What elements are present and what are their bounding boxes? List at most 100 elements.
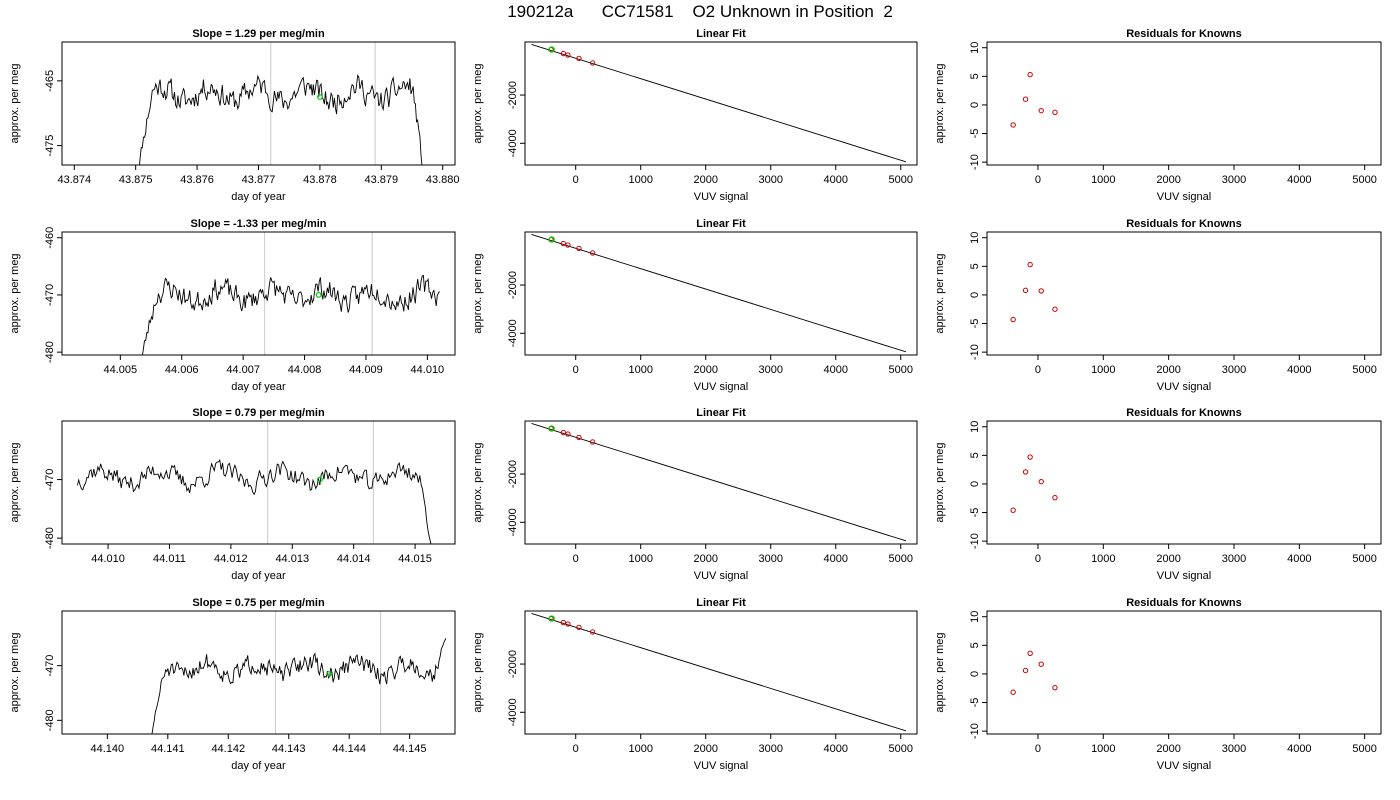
panel-1-0: Slope = -1.33 per meg/min 44.005 44.006 44.… — [9, 218, 456, 393]
plot-area — [1010, 71, 1058, 128]
plot-frame — [524, 610, 918, 735]
data-point — [565, 621, 571, 627]
y-tick-label: -10 — [969, 533, 981, 549]
unknown-point — [548, 236, 555, 243]
x-tick-label: 0 — [573, 743, 579, 755]
x-tick-label: 44.144 — [332, 743, 366, 755]
y-axis-label: approx. per meg — [472, 632, 484, 712]
y-tick-label: 10 — [969, 42, 981, 54]
y-tick-label: -4000 — [507, 129, 519, 157]
x-tick-label: 1000 — [628, 174, 652, 186]
data-point — [565, 431, 571, 437]
y-axis-label: approx. per meg — [934, 253, 946, 333]
plot-frame — [986, 231, 1382, 356]
panel-title: Slope = 0.79 per meg/min — [192, 407, 325, 419]
x-tick-label: 3000 — [1222, 553, 1246, 565]
x-tick-label: 44.015 — [398, 553, 432, 565]
fit-line — [531, 43, 907, 163]
x-tick-label: 44.005 — [104, 364, 138, 376]
x-tick-label: 0 — [573, 174, 579, 186]
x-tick-label: 44.006 — [165, 364, 199, 376]
panel-1-1: Linear Fit 0 1000 2000 3000 4000 5000 -2000 -400… — [472, 218, 918, 393]
x-axis-label: day of year — [231, 570, 286, 582]
panel-title: Residuals for Knowns — [1126, 218, 1242, 230]
x-axis-label: VUV signal — [694, 191, 748, 203]
x-tick-label: 2000 — [1156, 174, 1180, 186]
data-point — [1052, 306, 1058, 312]
unknown-point — [548, 46, 555, 53]
y-tick-label: 5 — [969, 642, 981, 648]
x-tick-label: 44.012 — [214, 553, 248, 565]
plot-frame — [986, 41, 1382, 166]
data-point — [589, 439, 596, 445]
plot-area — [76, 421, 432, 544]
panel-title: Linear Fit — [696, 28, 746, 40]
x-tick-label: 43.878 — [303, 174, 337, 186]
data-point — [1022, 469, 1029, 475]
y-axis-label: approx. per meg — [9, 632, 21, 712]
x-axis-label: VUV signal — [694, 570, 748, 582]
y-tick-label: -4000 — [507, 319, 519, 347]
x-tick-label: 2000 — [1156, 553, 1180, 565]
plot-frame — [524, 41, 918, 166]
y-tick-label: 10 — [969, 232, 981, 244]
x-axis-label: VUV signal — [694, 381, 748, 393]
y-tick-label: -2000 — [507, 650, 519, 678]
panel-title: Residuals for Knowns — [1126, 407, 1242, 419]
data-point — [565, 242, 571, 248]
plot-area — [142, 232, 440, 355]
panel-title: Slope = 0.75 per meg/min — [192, 597, 325, 609]
y-tick-label: -2000 — [507, 460, 519, 488]
x-tick-label: 44.142 — [211, 743, 245, 755]
x-tick-label: 43.879 — [364, 174, 398, 186]
x-tick-label: 1000 — [1091, 743, 1115, 755]
data-point — [1010, 122, 1016, 128]
x-tick-label: 1000 — [1091, 553, 1115, 565]
series-line — [139, 74, 423, 165]
x-tick-label: 4000 — [823, 174, 847, 186]
x-axis-label: VUV signal — [694, 760, 748, 772]
y-tick-label: -480 — [44, 341, 56, 363]
y-tick-label: -480 — [44, 709, 56, 731]
x-tick-label: 3000 — [758, 174, 782, 186]
unknown-point — [548, 425, 555, 432]
y-tick-label: -2000 — [507, 81, 519, 109]
data-point — [1052, 684, 1058, 691]
x-tick-label: 44.014 — [337, 553, 371, 565]
data-point — [560, 240, 567, 247]
x-tick-label: 44.009 — [349, 364, 383, 376]
x-tick-label: 2000 — [1156, 364, 1180, 376]
x-tick-label: 4000 — [823, 364, 847, 376]
y-tick-label: -465 — [44, 70, 56, 92]
plot-frame — [61, 610, 456, 735]
y-tick-label: 0 — [969, 102, 981, 108]
x-tick-label: 43.880 — [426, 174, 460, 186]
panel-title: Residuals for Knowns — [1126, 597, 1242, 609]
y-tick-label: -470 — [44, 655, 56, 677]
data-point — [1038, 661, 1044, 667]
y-axis-label: approx. per meg — [934, 63, 946, 143]
x-tick-label: 44.143 — [272, 743, 306, 755]
x-tick-label: 44.008 — [288, 364, 322, 376]
plot-area — [531, 43, 907, 163]
y-tick-label: 10 — [969, 611, 981, 623]
plot-frame — [986, 610, 1382, 735]
x-axis-label: VUV signal — [1157, 191, 1211, 203]
data-point — [1010, 507, 1016, 513]
data-point — [1022, 667, 1029, 674]
x-tick-label: 4000 — [823, 743, 847, 755]
panel-0-2: Residuals for Knowns 0 1000 2000 3000 4000 500… — [934, 28, 1382, 203]
x-tick-label: 5000 — [889, 174, 913, 186]
x-tick-label: 3000 — [758, 743, 782, 755]
plot-area — [139, 42, 423, 165]
x-tick-label: 5000 — [889, 743, 913, 755]
plot-frame — [61, 420, 456, 545]
x-axis-label: VUV signal — [1157, 381, 1211, 393]
fit-line — [531, 422, 907, 542]
y-tick-label: -5 — [969, 129, 981, 139]
y-tick-label: -4000 — [507, 698, 519, 726]
y-tick-label: 5 — [969, 73, 981, 79]
plot-area — [1010, 454, 1058, 513]
